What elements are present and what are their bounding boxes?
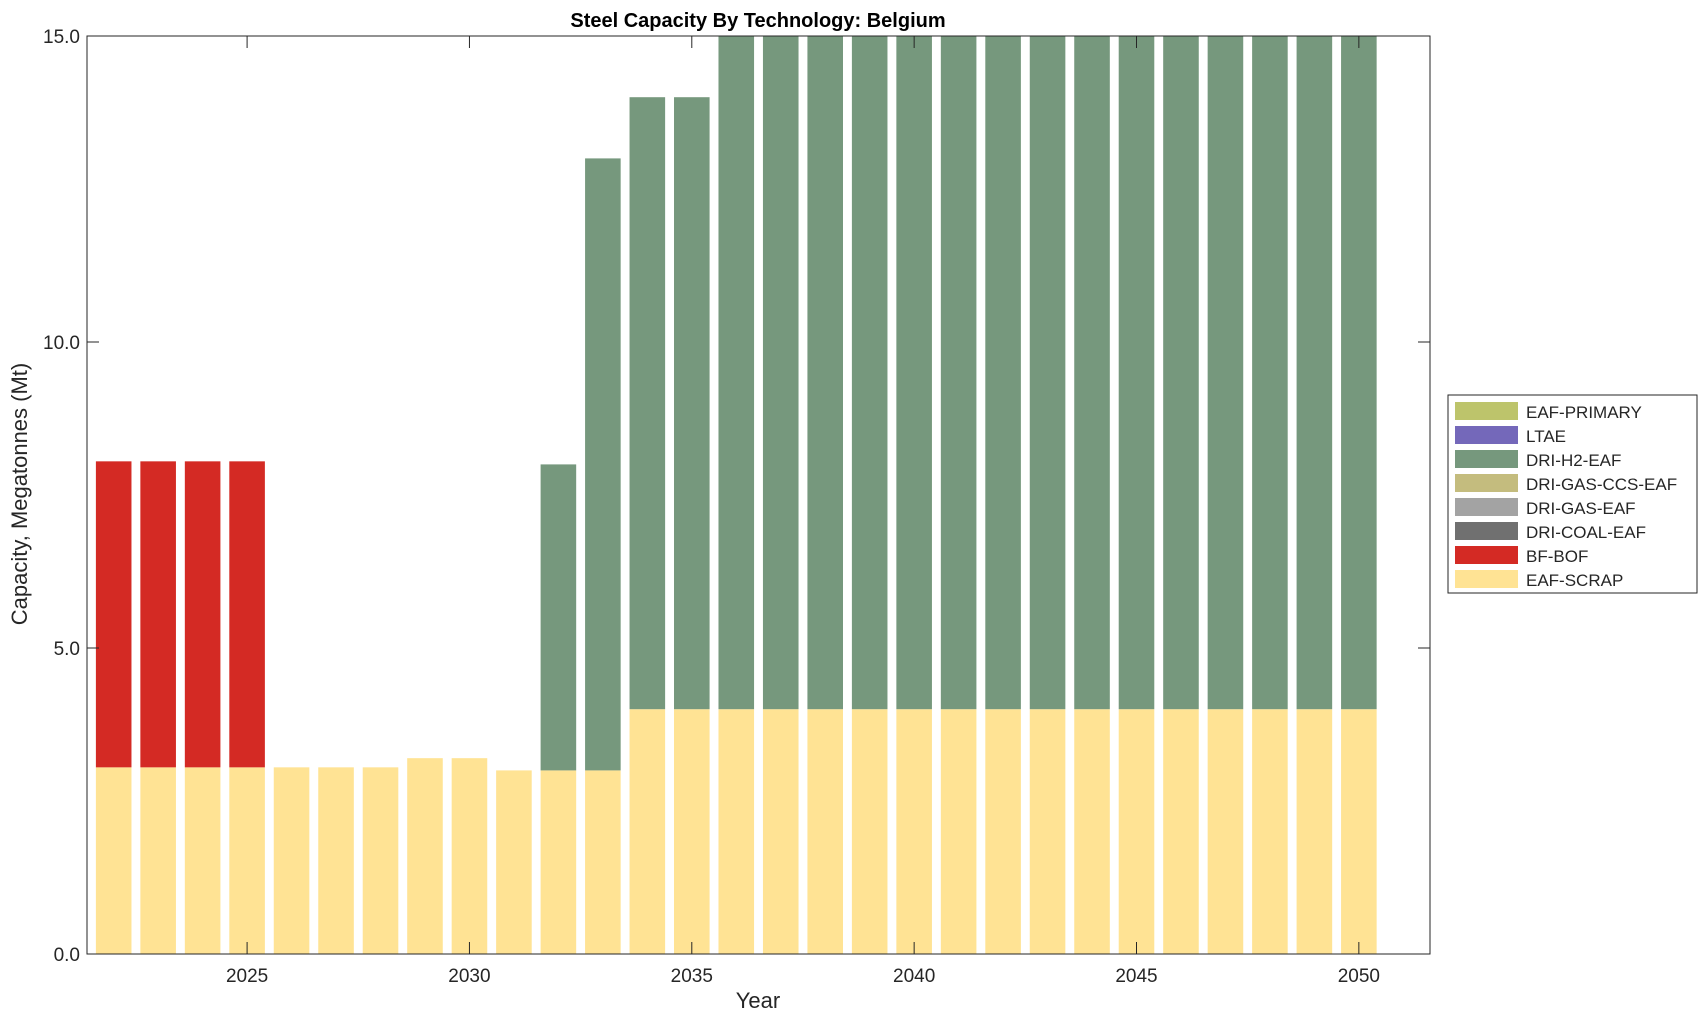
bar-eaf-scrap-2045 (1118, 709, 1155, 954)
bar-dri-h2-eaf-2035 (674, 97, 710, 710)
plot-background (87, 36, 1430, 954)
bar-eaf-scrap-2039 (851, 709, 888, 954)
bar-eaf-scrap-2027 (318, 767, 354, 954)
legend-swatch-ltae (1455, 426, 1518, 444)
bar-eaf-scrap-2032 (540, 770, 577, 954)
bar-eaf-scrap-2024 (184, 767, 221, 954)
bar-dri-h2-eaf-2047 (1207, 36, 1244, 710)
bar-dri-h2-eaf-2048 (1252, 36, 1288, 710)
bar-eaf-scrap-2022 (95, 767, 132, 954)
bar-eaf-scrap-2025 (229, 767, 265, 954)
bar-eaf-scrap-2048 (1252, 709, 1288, 954)
legend: EAF-PRIMARY LTAE DRI-H2-EAF DRI-GAS-CCS-EAF… (1447, 394, 1698, 594)
x-tick-label: 2025 (226, 966, 268, 987)
ticks-group: 0.0 5.0 10.0 15.0 2025 2030 2035 2040 2045 2050 (43, 27, 1430, 987)
y-tick-label: 10.0 (43, 333, 80, 354)
bar-eaf-scrap-2050 (1341, 709, 1377, 954)
bar-dri-h2-eaf-2049 (1296, 36, 1333, 710)
bar-eaf-scrap-2040 (896, 709, 932, 954)
bar-dri-h2-eaf-2044 (1074, 36, 1110, 710)
bar-eaf-scrap-2034 (629, 709, 666, 954)
x-tick-label: 2030 (448, 966, 490, 987)
bar-dri-h2-eaf-2040 (896, 36, 932, 710)
bar-dri-h2-eaf-2033 (585, 158, 621, 771)
bar-dri-h2-eaf-2050 (1341, 36, 1377, 710)
y-tick-label: 5.0 (54, 639, 80, 660)
bar-eaf-scrap-2038 (807, 709, 843, 954)
bar-dri-h2-eaf-2037 (762, 36, 799, 710)
bar-eaf-scrap-2035 (674, 709, 710, 954)
y-tick-label: 15.0 (43, 27, 80, 48)
legend-swatch-eaf-scrap (1455, 570, 1518, 588)
bar-eaf-scrap-2042 (985, 709, 1021, 954)
bar-eaf-scrap-2044 (1074, 709, 1110, 954)
legend-label-eaf-primary: EAF-PRIMARY (1526, 403, 1642, 422)
bar-eaf-scrap-2041 (940, 709, 977, 954)
x-tick-label: 2035 (671, 966, 713, 987)
bar-eaf-scrap-2036 (718, 709, 755, 954)
bar-eaf-scrap-2031 (496, 770, 532, 954)
bar-eaf-scrap-2028 (362, 767, 399, 954)
bar-eaf-scrap-2043 (1029, 709, 1066, 954)
legend-swatch-dri-gas-eaf (1455, 498, 1518, 516)
legend-label-eaf-scrap: EAF-SCRAP (1526, 571, 1623, 590)
y-axis-label: Capacity, Megatonnes (Mt) (7, 363, 32, 625)
legend-swatch-dri-h2-eaf (1455, 450, 1518, 468)
legend-label-dri-gas-ccs-eaf: DRI-GAS-CCS-EAF (1526, 475, 1677, 494)
bar-eaf-scrap-2023 (140, 767, 176, 954)
bar-eaf-scrap-2037 (762, 709, 799, 954)
x-tick-label: 2050 (1338, 966, 1380, 987)
bar-dri-h2-eaf-2034 (629, 97, 666, 710)
bar-bf-bof-2024 (184, 461, 221, 768)
chart-title: Steel Capacity By Technology: Belgium (570, 10, 945, 32)
bar-eaf-scrap-2033 (585, 770, 621, 954)
bar-eaf-scrap-2029 (407, 758, 443, 954)
bar-bf-bof-2022 (95, 461, 132, 768)
bar-eaf-scrap-2049 (1296, 709, 1333, 954)
bar-eaf-scrap-2046 (1163, 709, 1199, 954)
bar-dri-h2-eaf-2045 (1118, 36, 1155, 710)
plot-frame (86, 35, 1431, 955)
bar-dri-h2-eaf-2042 (985, 36, 1021, 710)
legend-swatch-eaf-primary (1455, 402, 1518, 420)
bar-dri-h2-eaf-2043 (1029, 36, 1066, 710)
legend-label-bf-bof: BF-BOF (1526, 547, 1588, 566)
legend-label-ltae: LTAE (1526, 427, 1566, 446)
bar-dri-h2-eaf-2032 (540, 464, 577, 771)
bar-eaf-scrap-2026 (273, 767, 310, 954)
bar-bf-bof-2025 (229, 461, 265, 768)
x-axis-label: Year (736, 988, 780, 1013)
bar-dri-h2-eaf-2041 (940, 36, 977, 710)
legend-swatch-dri-coal-eaf (1455, 522, 1518, 540)
bar-dri-h2-eaf-2046 (1163, 36, 1199, 710)
plot-area: 0.0 5.0 10.0 15.0 2025 2030 2035 2040 2045 2050 (43, 27, 1431, 987)
bar-dri-h2-eaf-2036 (718, 36, 755, 710)
bar-eaf-scrap-2047 (1207, 709, 1244, 954)
x-tick-label: 2045 (1115, 966, 1157, 987)
bars-group (95, 36, 1377, 954)
y-tick-label: 0.0 (54, 945, 80, 966)
legend-swatch-dri-gas-ccs-eaf (1455, 474, 1518, 492)
x-tick-label: 2040 (893, 966, 935, 987)
legend-label-dri-coal-eaf: DRI-COAL-EAF (1526, 523, 1646, 542)
bar-dri-h2-eaf-2038 (807, 36, 843, 710)
bar-bf-bof-2023 (140, 461, 176, 768)
legend-label-dri-h2-eaf: DRI-H2-EAF (1526, 451, 1621, 470)
bar-dri-h2-eaf-2039 (851, 36, 888, 710)
legend-label-dri-gas-eaf: DRI-GAS-EAF (1526, 499, 1636, 518)
bar-eaf-scrap-2030 (451, 758, 488, 954)
legend-swatch-bf-bof (1455, 546, 1518, 564)
